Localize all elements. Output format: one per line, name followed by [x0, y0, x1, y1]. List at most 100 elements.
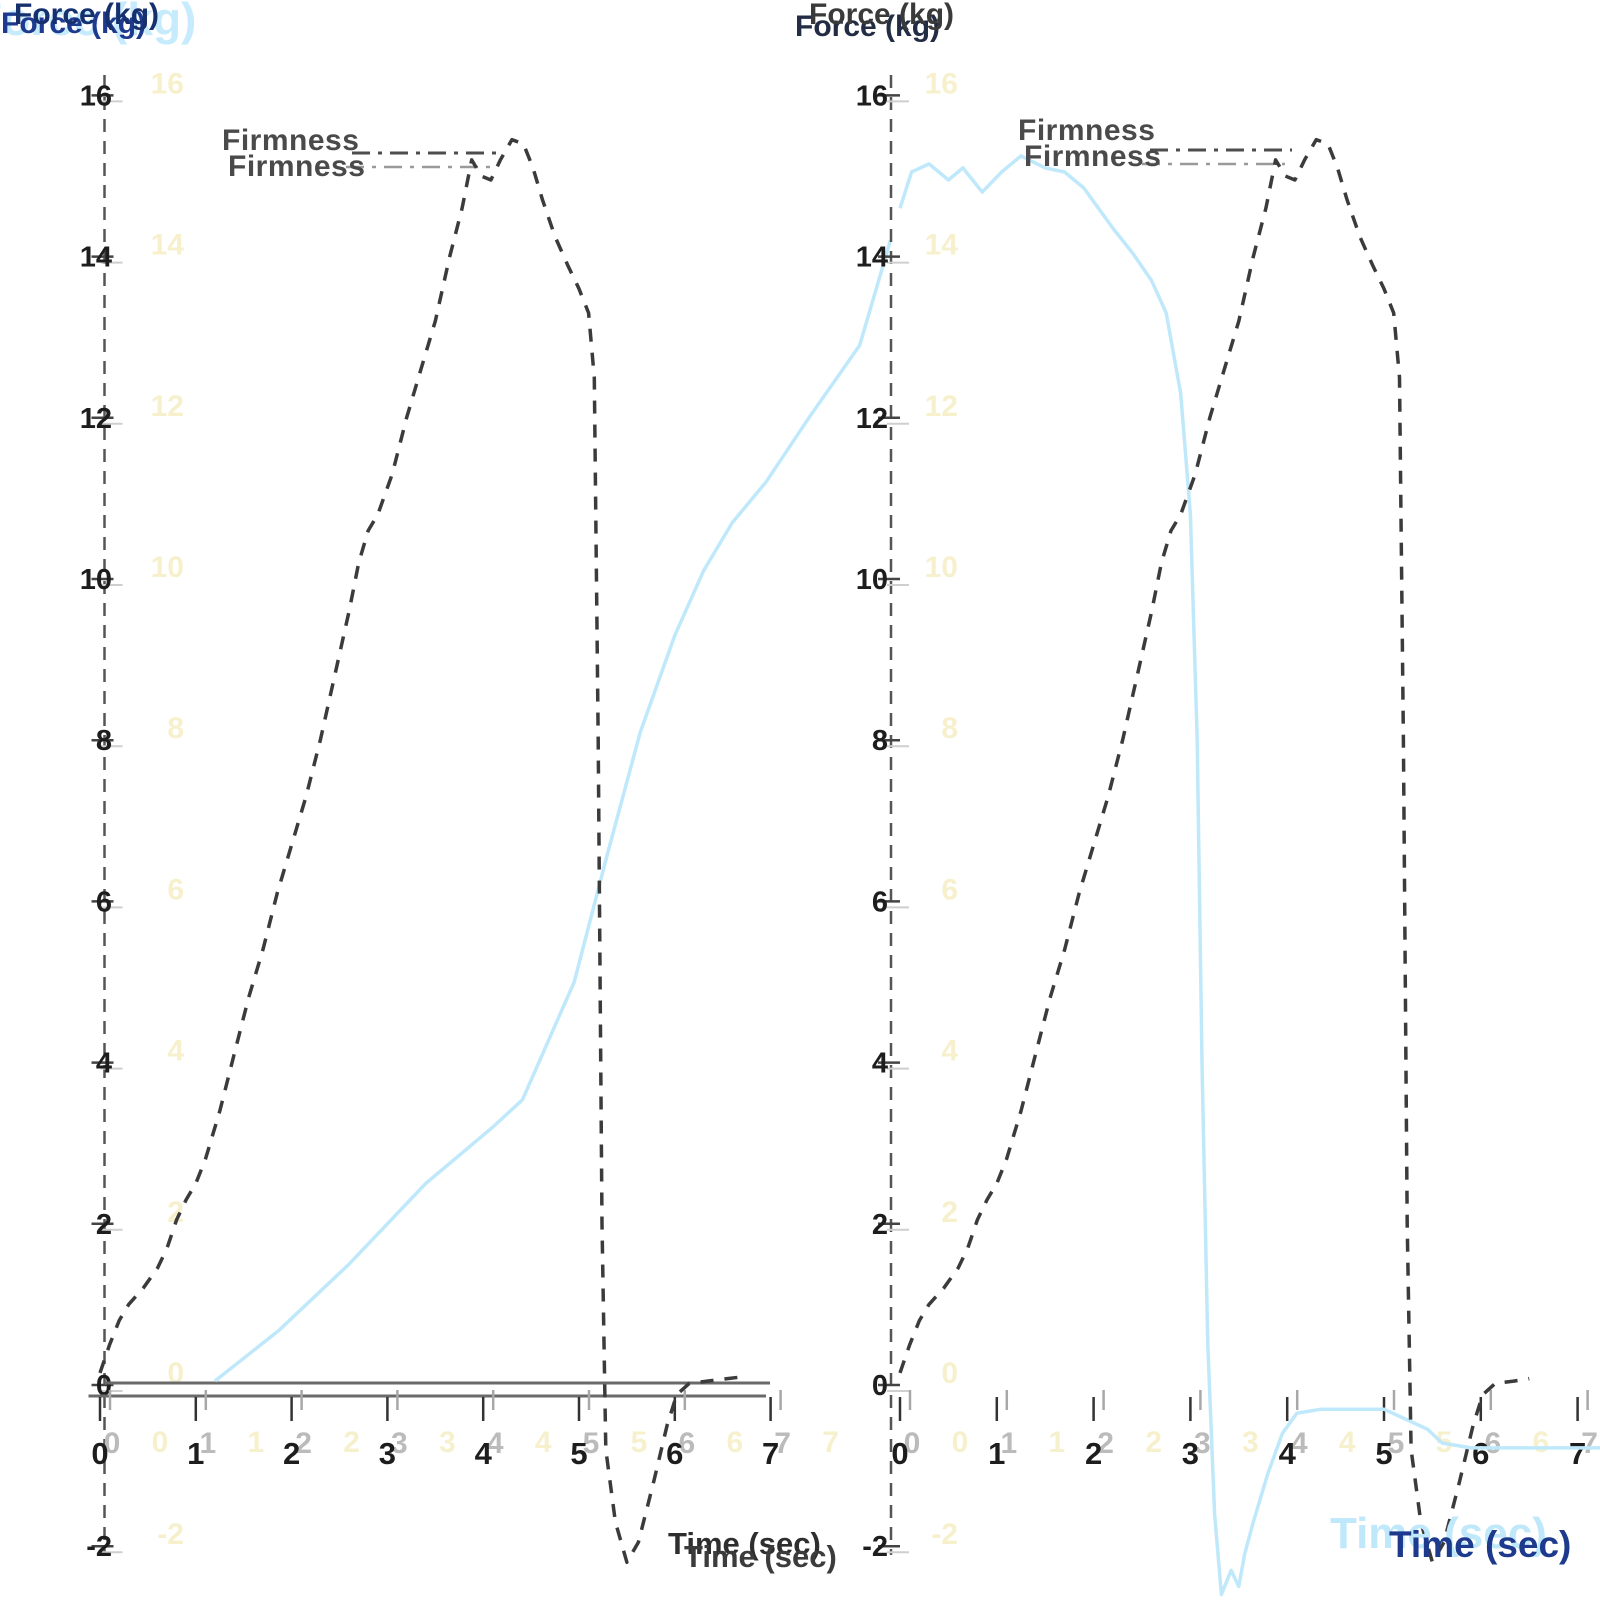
right-x-tick-ghost: 6: [1532, 1426, 1549, 1459]
left-y-tick-label: 16: [80, 80, 112, 112]
left-x-tick-ghost: 1: [247, 1426, 264, 1459]
right-y-tick-ghost: 12: [925, 390, 958, 423]
left-y-tick-ghost: -2: [157, 1518, 184, 1551]
left-x-tick-label: 1: [187, 1436, 204, 1471]
left-x-tick-label-ghost: 3: [391, 1427, 408, 1460]
right-y-tick-ghost: 14: [925, 229, 959, 262]
left-y-tick-ghost: 6: [167, 873, 184, 906]
left-y-tick-ghost: 16: [151, 67, 184, 100]
right-y-tick-ghost: 6: [941, 873, 958, 906]
right-x-axis-title: Time (sec): [1389, 1524, 1572, 1565]
left-x-tick-ghost: 4: [535, 1426, 552, 1459]
right-aux-curve: [898, 154, 1600, 1597]
right-y-tick-ghost: 8: [941, 712, 958, 745]
left-y-tick-label: 2: [96, 1209, 112, 1241]
left-y-tick-label: -2: [86, 1531, 112, 1563]
right-x-tick-ghost: 4: [1339, 1426, 1356, 1459]
right-firmness-label: Firmness: [1018, 114, 1156, 147]
right-x-tick-label: 0: [891, 1436, 908, 1471]
right-y-tick-label: 6: [872, 886, 888, 918]
left-y-tick-ghost: 4: [167, 1035, 184, 1068]
right-x-tick-label-ghost: 6: [1484, 1427, 1501, 1460]
left-x-tick-label: 6: [666, 1436, 683, 1471]
left-x-tick-label: 7: [762, 1436, 779, 1471]
right-y-tick-label: -2: [862, 1531, 888, 1563]
left-x-tick-label: 2: [283, 1436, 300, 1471]
left-y-tick-ghost: 10: [151, 551, 184, 584]
right-y-tick-label: 0: [872, 1370, 888, 1402]
left-x-tick-label-ghost: 4: [487, 1427, 504, 1460]
left-x-tick-label: 3: [379, 1436, 396, 1471]
right-x-tick-label: 6: [1472, 1436, 1489, 1471]
right-y-tick-label: 2: [872, 1209, 888, 1241]
left-y-tick-label: 10: [80, 564, 112, 596]
left-x-tick-label: 4: [475, 1436, 493, 1471]
left-y-axis-title-copy: Force (kg): [14, 0, 160, 31]
right-x-tick-label-ghost: 7: [1581, 1427, 1598, 1460]
left-x-axis-title-copy: Time (sec): [684, 1539, 837, 1574]
right-x-tick-ghost: 2: [1145, 1426, 1162, 1459]
left-x-tick-ghost: 5: [631, 1426, 648, 1459]
left-y-tick-ghost: 0: [167, 1357, 184, 1390]
left-x-tick-label-ghost: 6: [678, 1427, 695, 1460]
right-x-tick-label: 7: [1569, 1436, 1586, 1471]
right-y-tick-label: 14: [856, 242, 888, 274]
right-x-tick-label-ghost: 2: [1097, 1427, 1114, 1460]
right-x-axis-title-ghost: Time (sec): [1330, 1509, 1547, 1558]
right-x-tick-label-ghost: 1: [1000, 1427, 1017, 1460]
left-y-tick-ghost: 8: [167, 712, 184, 745]
left-y-tick-ghost: 12: [151, 390, 184, 423]
right-y-tick-label: 16: [856, 80, 888, 112]
right-x-tick-label: 2: [1085, 1436, 1102, 1471]
left-x-tick-label-ghost: 2: [295, 1427, 312, 1460]
right-x-tick-label: 5: [1375, 1436, 1392, 1471]
right-y-axis-title: Force (kg): [795, 10, 941, 43]
left-x-tick-label-ghost: 7: [774, 1427, 791, 1460]
left-y-tick-label: 6: [96, 886, 112, 918]
left-y-axis-title-ghost: Force (kg): [0, 0, 197, 45]
left-x-tick-ghost: 3: [439, 1426, 456, 1459]
left-x-tick-ghost: 0: [152, 1426, 169, 1459]
left-firmness-label-copy: Firmness: [228, 150, 366, 183]
left-x-tick-ghost: 6: [726, 1426, 743, 1459]
right-x-tick-label: 1: [988, 1436, 1005, 1471]
left-y-tick-label: 14: [80, 242, 112, 274]
left-x-tick-label: 0: [91, 1436, 108, 1471]
right-y-tick-ghost: 10: [925, 551, 958, 584]
left-y-tick-label: 8: [96, 725, 112, 757]
right-firmness-label-copy: Firmness: [1024, 140, 1162, 173]
right-y-tick-ghost: 2: [941, 1196, 958, 1229]
left-y-tick-ghost: 14: [151, 229, 185, 262]
right-x-tick-label-ghost: 0: [904, 1427, 921, 1460]
right-y-tick-ghost: 0: [941, 1357, 958, 1390]
right-y-tick-label: 4: [872, 1048, 888, 1080]
right-y-axis-title-copy: Force (kg): [809, 0, 955, 31]
right-y-tick-label: 10: [856, 564, 888, 596]
right-x-tick-label: 4: [1279, 1436, 1297, 1471]
right-y-tick-label: 12: [856, 403, 888, 435]
right-x-tick-ghost: 3: [1242, 1426, 1259, 1459]
right-force-curve: [898, 137, 1530, 1565]
left-x-tick-label: 5: [570, 1436, 587, 1471]
left-x-tick-label-ghost: 0: [104, 1427, 121, 1460]
right-y-tick-ghost: -2: [931, 1518, 958, 1551]
right-y-tick-ghost: 4: [941, 1035, 958, 1068]
left-force-curve: [98, 137, 743, 1565]
left-y-tick-label: 12: [80, 403, 112, 435]
left-x-tick-ghost: 7: [822, 1426, 839, 1459]
right-x-tick-label: 3: [1182, 1436, 1199, 1471]
left-aux-curve: [213, 240, 893, 1383]
left-y-axis-title: Force (kg): [1, 7, 147, 40]
right-x-tick-ghost: 0: [952, 1426, 969, 1459]
left-x-tick-label-ghost: 1: [199, 1427, 216, 1460]
left-x-tick-ghost: 2: [343, 1426, 360, 1459]
right-x-tick-ghost: 1: [1048, 1426, 1065, 1459]
left-y-tick-label: 4: [96, 1048, 112, 1080]
right-y-tick-label: 8: [872, 725, 888, 757]
right-x-tick-label-ghost: 4: [1291, 1427, 1308, 1460]
left-x-tick-label-ghost: 5: [583, 1427, 600, 1460]
right-y-tick-ghost: 16: [925, 67, 958, 100]
left-firmness-label: Firmness: [222, 124, 360, 157]
